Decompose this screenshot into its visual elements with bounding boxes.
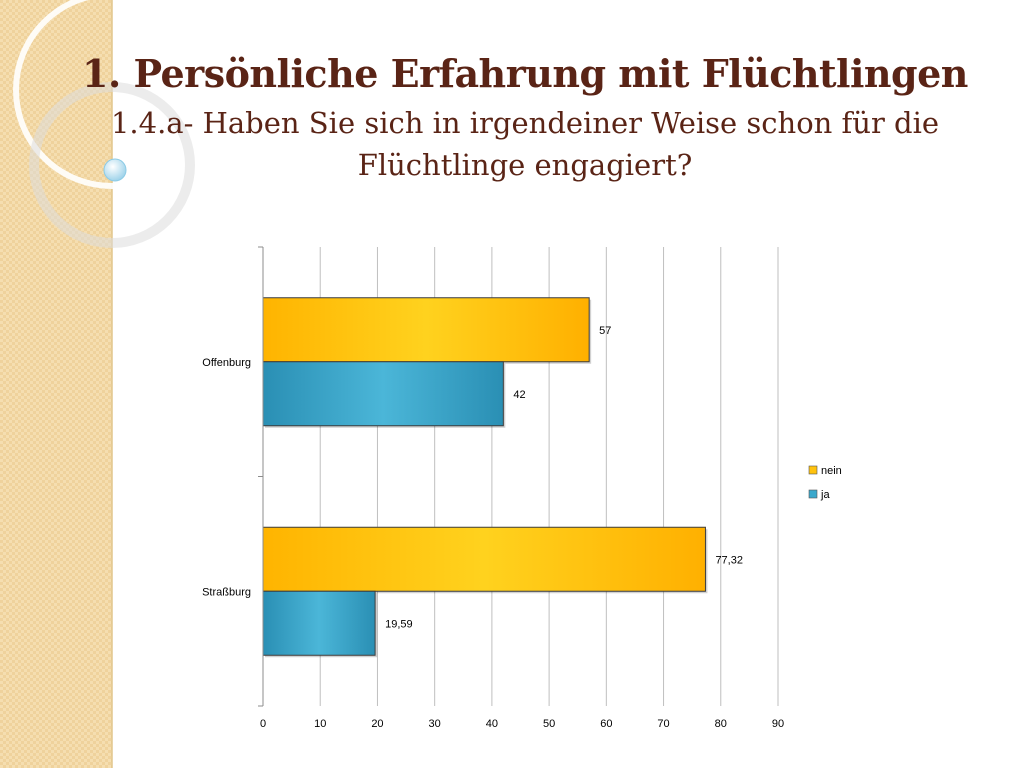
x-tick-label-20: 20: [371, 718, 383, 730]
x-tick-label-70: 70: [657, 718, 669, 730]
x-tick-label-0: 0: [260, 718, 266, 730]
title-block: 1. Persönliche Erfahrung mit Flüchtlinge…: [20, 46, 1024, 186]
legend: nein ja: [808, 465, 842, 501]
x-tick-label-10: 10: [314, 718, 326, 730]
legend-swatch-ja: [808, 489, 818, 499]
axes: [258, 246, 264, 707]
bar-ja-0: [262, 361, 504, 427]
bar-ja-1: [262, 590, 376, 656]
bar-nein-1: [262, 526, 706, 592]
data-label-nein-0: 57: [599, 325, 611, 337]
x-tick-label-40: 40: [486, 718, 498, 730]
x-tick-label-60: 60: [600, 718, 612, 730]
sidebar-pattern: [0, 0, 112, 768]
legend-swatch-nein: [808, 465, 818, 475]
deco-ring-small: [29, 82, 195, 248]
slide-subtitle-line-1: 1.4.a- Haben Sie sich in irgendeiner Wei…: [110, 106, 940, 140]
x-tick-label-30: 30: [429, 718, 441, 730]
category-label-1: Straßburg: [202, 586, 251, 598]
slide-title: 1. Persönliche Erfahrung mit Flüchtlinge…: [82, 51, 968, 96]
slide-subtitle-line-2: Flüchtlinge engagiert?: [357, 148, 693, 182]
legend-label-ja: ja: [820, 489, 830, 501]
x-tick-label-90: 90: [772, 718, 784, 730]
legend-label-nein: nein: [821, 465, 842, 477]
data-label-ja-0: 42: [513, 389, 525, 401]
bar-nein-0: [262, 297, 590, 363]
data-label-nein-1: 77,32: [715, 554, 743, 566]
x-tick-label-50: 50: [543, 718, 555, 730]
x-tick-label-80: 80: [715, 718, 727, 730]
slide-subtitle: 1.4.a- Haben Sie sich in irgendeiner Wei…: [20, 102, 1024, 186]
labels: 0 10 20 30 40 50 60 70 80 90 57 42 Offenburg 77,32 19,…: [202, 325, 784, 730]
bars: [262, 297, 708, 658]
data-label-ja-1: 19,59: [385, 618, 413, 630]
deco-ring-large: [13, 0, 211, 189]
category-label-0: Offenburg: [202, 357, 251, 369]
deco-bubble: [103, 158, 127, 182]
